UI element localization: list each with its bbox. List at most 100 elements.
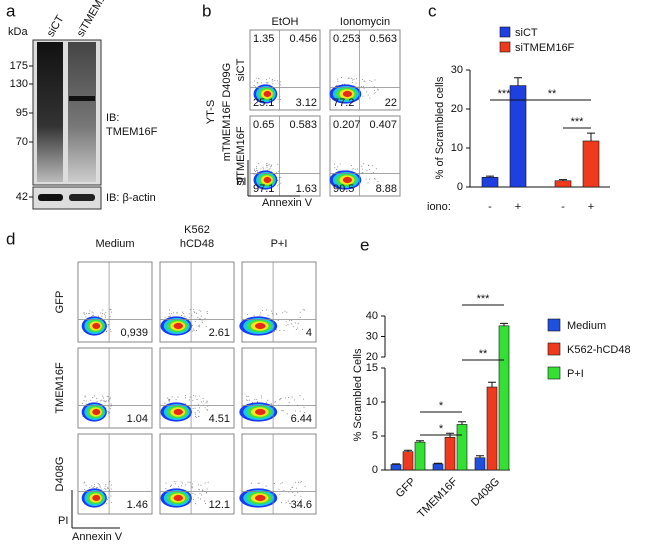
event-dot bbox=[202, 489, 204, 491]
x-tick-label: TMEM16F bbox=[415, 475, 460, 520]
bar bbox=[414, 441, 426, 471]
event-dot bbox=[274, 401, 276, 403]
event-dot bbox=[287, 324, 289, 326]
event-dot bbox=[93, 486, 95, 488]
event-dot bbox=[275, 329, 277, 331]
density bbox=[342, 176, 353, 184]
event-dot bbox=[254, 170, 256, 172]
event-dot bbox=[176, 312, 178, 314]
event-dot bbox=[272, 83, 274, 85]
event-dot bbox=[372, 172, 374, 174]
bar bbox=[582, 140, 600, 188]
x-axis-label: iono: bbox=[427, 201, 451, 213]
panel-letter: a bbox=[6, 1, 16, 20]
event-dot bbox=[207, 481, 209, 483]
event-dot bbox=[191, 487, 193, 489]
event-dot bbox=[363, 85, 365, 87]
event-dot bbox=[294, 322, 296, 324]
event-dot bbox=[198, 395, 200, 397]
significance: *** bbox=[477, 293, 491, 305]
event-dot bbox=[256, 170, 258, 172]
bar bbox=[456, 424, 468, 471]
event-dot bbox=[187, 481, 189, 483]
event-dot bbox=[279, 493, 281, 495]
density bbox=[254, 322, 266, 330]
event-dot bbox=[110, 309, 112, 311]
axis-label: Annexin V bbox=[262, 197, 313, 209]
axis-arrow bbox=[71, 490, 120, 529]
y-tick-label: 30 bbox=[366, 330, 378, 342]
event-dot bbox=[268, 164, 270, 166]
x-tick-label: - bbox=[488, 201, 492, 213]
event-dot bbox=[334, 163, 336, 165]
event-dot bbox=[365, 178, 367, 180]
event-dot bbox=[277, 179, 279, 181]
quadrant-value: 0.583 bbox=[289, 119, 317, 131]
y-tick-label: 40 bbox=[366, 310, 378, 322]
event-dot bbox=[106, 330, 108, 332]
event-dot bbox=[193, 395, 195, 397]
event-dot bbox=[274, 80, 276, 82]
density bbox=[263, 90, 272, 98]
event-dot bbox=[256, 171, 258, 173]
event-dot bbox=[200, 310, 202, 312]
event-dot bbox=[104, 485, 106, 487]
event-dot bbox=[169, 399, 171, 401]
event-dot bbox=[271, 78, 273, 80]
event-dot bbox=[176, 311, 178, 313]
event-dot bbox=[85, 316, 87, 318]
event-dot bbox=[200, 315, 202, 317]
event-dot bbox=[271, 403, 273, 405]
bar bbox=[509, 85, 527, 188]
error-bar bbox=[416, 440, 424, 443]
row-label: YT-S bbox=[205, 100, 217, 124]
event-dot bbox=[194, 321, 196, 323]
event-dot bbox=[368, 178, 370, 180]
event-dot bbox=[280, 182, 282, 184]
event-dot bbox=[279, 399, 281, 401]
quadrant-value: 0.563 bbox=[369, 33, 397, 45]
density bbox=[263, 176, 272, 184]
quadrant-value: 1.63 bbox=[296, 183, 317, 195]
column-label: P+I bbox=[271, 238, 288, 250]
event-dot bbox=[266, 82, 268, 84]
event-dot bbox=[259, 314, 261, 316]
event-dot bbox=[184, 315, 186, 317]
event-dot bbox=[107, 396, 109, 398]
event-dot bbox=[369, 168, 371, 170]
event-dot bbox=[107, 324, 109, 326]
event-dot bbox=[255, 169, 257, 171]
bar bbox=[498, 325, 510, 471]
event-dot bbox=[83, 311, 85, 313]
event-dot bbox=[182, 311, 184, 313]
event-dot bbox=[245, 399, 247, 401]
event-dot bbox=[248, 399, 250, 401]
event-dot bbox=[100, 312, 102, 314]
event-dot bbox=[105, 312, 107, 314]
event-dot bbox=[102, 395, 104, 397]
event-dot bbox=[270, 164, 272, 166]
error-bar bbox=[434, 462, 442, 464]
event-dot bbox=[276, 314, 278, 316]
event-dot bbox=[185, 397, 187, 399]
event-dot bbox=[100, 488, 102, 490]
event-dot bbox=[367, 94, 369, 96]
event-dot bbox=[300, 495, 302, 497]
event-dot bbox=[105, 316, 107, 318]
event-dot bbox=[196, 312, 198, 314]
event-dot bbox=[291, 396, 293, 398]
event-dot bbox=[173, 312, 175, 314]
legend-swatch bbox=[499, 41, 511, 53]
event-dot bbox=[369, 97, 371, 99]
event-dot bbox=[337, 80, 339, 82]
actin-frame bbox=[32, 186, 102, 210]
event-dot bbox=[289, 320, 291, 322]
event-dot bbox=[85, 403, 87, 405]
event-dot bbox=[202, 490, 204, 492]
event-dot bbox=[206, 310, 208, 312]
event-dot bbox=[302, 309, 304, 311]
event-dot bbox=[355, 82, 357, 84]
event-dot bbox=[173, 481, 175, 483]
event-dot bbox=[101, 399, 103, 401]
event-dot bbox=[300, 416, 302, 418]
